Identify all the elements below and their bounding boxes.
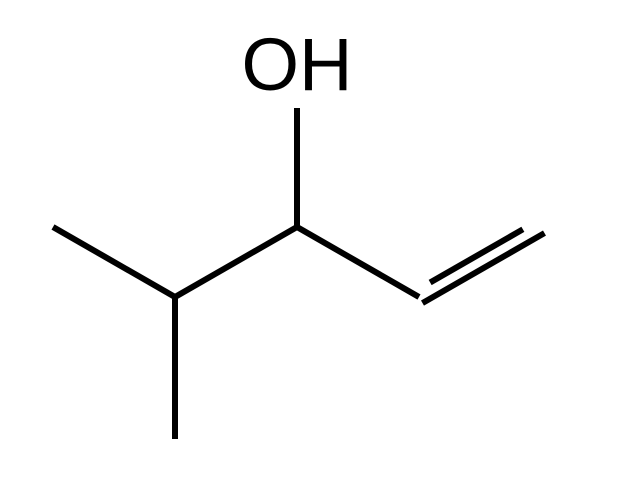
bond-line: [175, 227, 297, 297]
label-group: OH: [242, 23, 353, 106]
atom-label: OH: [242, 23, 353, 106]
molecule-diagram: OH: [0, 0, 640, 504]
bond-line: [297, 227, 419, 297]
bond-line: [422, 233, 544, 303]
bond-line: [53, 227, 175, 297]
bond-group: [53, 108, 544, 439]
